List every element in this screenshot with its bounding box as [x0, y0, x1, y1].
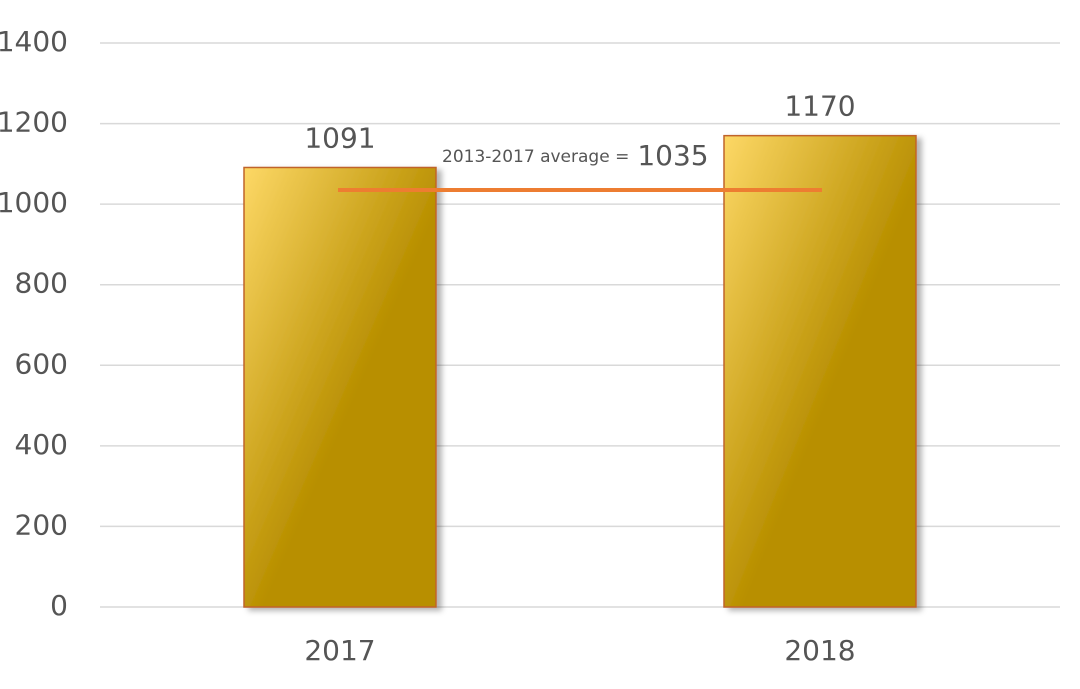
- y-tick-label: 400: [15, 428, 68, 461]
- y-tick-label: 200: [15, 508, 68, 541]
- x-tick-label: 2017: [304, 634, 375, 667]
- y-tick-label: 600: [15, 347, 68, 380]
- annotation-value: 1035: [637, 139, 708, 172]
- value-label: 1170: [784, 90, 855, 123]
- annotation-label: 2013-2017 average =: [442, 147, 629, 167]
- bar: [243, 166, 437, 608]
- x-tick-label: 2018: [784, 634, 855, 667]
- y-tick-label: 1400: [0, 25, 68, 58]
- y-tick-label: 1000: [0, 186, 68, 219]
- bar: [723, 134, 917, 608]
- y-tick-label: 1200: [0, 106, 68, 139]
- y-tick-label: 0: [50, 589, 68, 622]
- value-label: 1091: [304, 121, 375, 154]
- y-tick-label: 800: [15, 267, 68, 300]
